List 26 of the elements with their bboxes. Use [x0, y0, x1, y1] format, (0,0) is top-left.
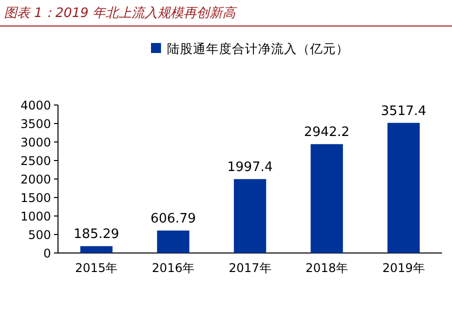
data-label: 2942.2: [304, 125, 350, 140]
y-tick-label: 1500: [20, 191, 51, 205]
y-tick-label: 0: [43, 246, 51, 260]
data-label: 606.79: [150, 212, 196, 227]
bar: [310, 144, 343, 253]
y-tick-label: 4000: [20, 98, 51, 112]
x-tick-label: 2016年: [152, 261, 194, 275]
y-tick-label: 2000: [20, 172, 51, 186]
bar: [80, 246, 113, 253]
data-label: 185.29: [74, 227, 120, 242]
y-tick-label: 3000: [20, 136, 51, 150]
chart-title: 图表 1：2019 年北上流入规模再创新高: [4, 5, 238, 21]
bar: [234, 179, 266, 253]
x-tick-label: 2019年: [382, 261, 425, 275]
bar: [157, 230, 190, 253]
data-label: 1997.4: [227, 160, 273, 176]
legend-label: 陆股通年度合计净流入（亿元）: [167, 41, 349, 56]
y-tick-label: 3500: [20, 117, 51, 131]
bar: [387, 122, 420, 253]
y-tick-label: 2500: [20, 154, 51, 168]
y-tick-label: 1000: [20, 210, 51, 224]
data-label: 3517.4: [380, 104, 426, 119]
x-tick-label: 2018年: [306, 261, 348, 275]
y-tick-label: 500: [28, 228, 51, 242]
x-tick-label: 2015年: [75, 261, 118, 275]
x-tick-label: 2017年: [228, 261, 272, 275]
